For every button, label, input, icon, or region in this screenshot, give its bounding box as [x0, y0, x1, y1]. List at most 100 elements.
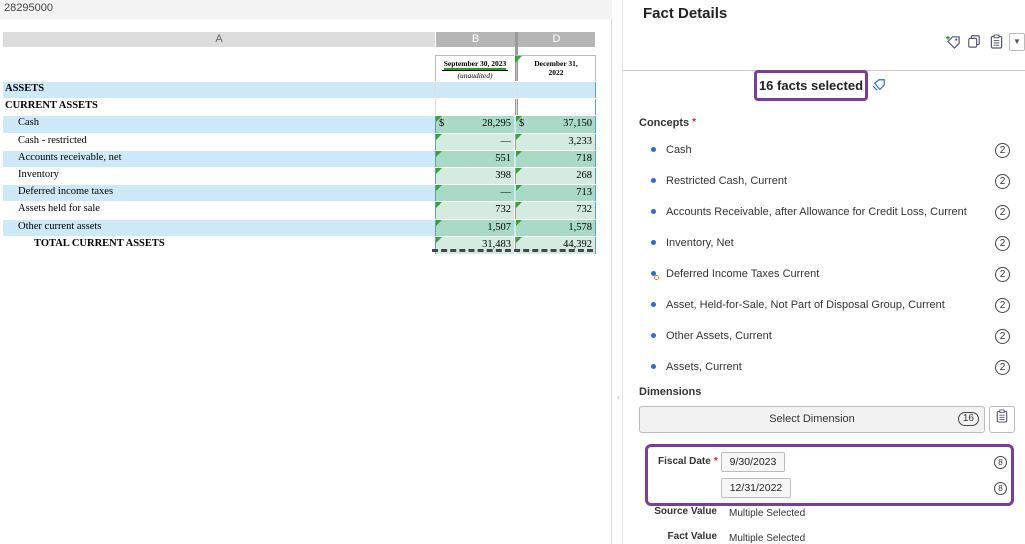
table-row: CURRENT ASSETS: [3, 98, 596, 117]
bullet-icon: [651, 364, 656, 369]
formula-bar[interactable]: [430, 0, 612, 19]
selection-marquee: [432, 249, 593, 252]
concept-item[interactable]: Cash 2: [651, 143, 1016, 160]
row-label[interactable]: Deferred income taxes: [18, 186, 114, 198]
concepts-heading-text: Concepts: [639, 117, 690, 129]
column-header-b[interactable]: B: [436, 32, 515, 47]
fiscal-date-chip[interactable]: 9/30/2023: [721, 452, 785, 472]
fact-flag-icon: [436, 167, 442, 174]
cell-b[interactable]: 398: [435, 167, 514, 185]
column-header-a[interactable]: A: [3, 32, 435, 47]
copy-icon[interactable]: [966, 34, 982, 50]
cell-d[interactable]: [516, 99, 596, 117]
fiscal-date-count: 8: [994, 456, 1007, 469]
pane-splitter[interactable]: [612, 0, 622, 544]
row-label[interactable]: Accounts receivable, net: [18, 151, 122, 163]
table-row: Assets held for sale 732 732: [3, 201, 596, 220]
concept-item[interactable]: Other Assets, Current 2: [651, 329, 1016, 346]
row-label[interactable]: ASSETS: [5, 83, 45, 94]
required-mark: *: [692, 117, 697, 128]
select-dimension-count: 16: [957, 412, 979, 426]
row-label[interactable]: TOTAL CURRENT ASSETS: [34, 237, 165, 249]
period-header-b[interactable]: September 30, 2023 (unaudited): [435, 55, 514, 81]
column-header-d[interactable]: D: [518, 32, 595, 47]
bullet-icon: [651, 147, 656, 152]
bullet-icon: [651, 209, 656, 214]
fact-flag-icon: [516, 116, 522, 123]
concept-count: 2: [995, 205, 1010, 220]
concept-item[interactable]: Inventory, Net 2: [651, 236, 1016, 253]
cell-value: 732: [495, 204, 511, 216]
table-row: Cash $28,295 $37,150: [3, 115, 596, 134]
clipboard-icon[interactable]: [988, 34, 1004, 50]
dimensions-heading: Dimensions: [639, 386, 702, 398]
table-row: ASSETS: [3, 81, 596, 99]
row-label[interactable]: Inventory: [18, 168, 59, 180]
cell-b[interactable]: —: [435, 133, 514, 151]
cell-d[interactable]: [516, 82, 596, 99]
concept-item[interactable]: Restricted Cash, Current 2: [651, 174, 1016, 191]
fact-flag-icon: [516, 219, 522, 226]
clipboard-icon[interactable]: [989, 406, 1015, 433]
cell-value: —: [500, 135, 512, 147]
facts-selected-text: 16 facts selected: [758, 78, 864, 93]
fact-flag-icon: [436, 185, 442, 192]
concept-name: Other Assets, Current: [666, 330, 772, 342]
cell-b[interactable]: $28,295: [435, 116, 514, 134]
fact-flag-icon: [516, 236, 522, 243]
cell-b[interactable]: 551: [435, 150, 514, 168]
cell-b[interactable]: [435, 82, 514, 99]
period-header-d[interactable]: December 31, 2022: [516, 55, 596, 81]
cell-value: 44,392: [563, 238, 592, 250]
fact-details-panel: Fact Details ▼ 16 facts selected Concept…: [622, 0, 1025, 544]
concept-count: 2: [995, 329, 1010, 344]
cell-d[interactable]: 732: [516, 202, 596, 220]
cell-d[interactable]: 718: [516, 150, 596, 168]
chevron-down-icon[interactable]: ▼: [1009, 33, 1025, 51]
concept-item[interactable]: Assets, Current 2: [651, 360, 1016, 377]
splitter-handle-icon[interactable]: ‹: [617, 392, 620, 402]
concept-name: Assets, Current: [666, 361, 742, 373]
bullet-icon: [651, 271, 656, 276]
cell-reference[interactable]: 28295000: [0, 0, 430, 19]
fact-flag-icon: [436, 202, 442, 209]
row-label[interactable]: Cash - restricted: [18, 134, 87, 146]
concept-item[interactable]: Deferred Income Taxes Current 2: [651, 267, 1016, 284]
row-label[interactable]: CURRENT ASSETS: [5, 100, 98, 112]
add-fact-icon[interactable]: [945, 34, 961, 50]
concept-name: Accounts Receivable, after Allowance for…: [666, 206, 967, 218]
cell-value: 37,150: [563, 118, 592, 130]
required-mark: *: [713, 456, 718, 467]
cell-value: 3,233: [568, 135, 592, 147]
cell-value: 713: [576, 187, 592, 199]
cell-b[interactable]: 1,507: [435, 219, 514, 237]
bullet-icon: [651, 178, 656, 183]
cell-value: 28,295: [482, 118, 511, 130]
fact-flag-icon: [516, 167, 522, 174]
extension-icon: [654, 275, 659, 280]
cell-d[interactable]: $37,150: [516, 116, 596, 134]
cell-d[interactable]: 3,233: [516, 133, 596, 151]
tag-icon[interactable]: [872, 78, 886, 95]
select-dimension-button[interactable]: Select Dimension 16: [639, 406, 985, 433]
concept-name: Asset, Held-for-Sale, Not Part of Dispos…: [666, 299, 945, 311]
cell-d[interactable]: 1,578: [516, 219, 596, 237]
concept-item[interactable]: Asset, Held-for-Sale, Not Part of Dispos…: [651, 298, 1016, 315]
concept-item[interactable]: Accounts Receivable, after Allowance for…: [651, 205, 1016, 222]
cell-d[interactable]: 713: [516, 185, 596, 203]
cell-b[interactable]: [435, 99, 514, 117]
cell-d[interactable]: 268: [516, 167, 596, 185]
period-d-line2: 2022: [548, 68, 564, 77]
fiscal-date-chip[interactable]: 12/31/2022: [721, 478, 791, 498]
fact-flag-icon: [436, 116, 442, 123]
cell-value: 1,507: [487, 221, 511, 233]
cell-b[interactable]: —: [435, 185, 514, 203]
cell-b[interactable]: 732: [435, 202, 514, 220]
concept-count: 2: [995, 143, 1010, 158]
fact-flag-icon: [436, 150, 442, 157]
row-label[interactable]: Assets held for sale: [18, 203, 100, 215]
row-label[interactable]: Cash: [18, 117, 39, 129]
source-value-label-text: Source Value: [654, 506, 717, 517]
source-value-text: Multiple Selected: [729, 508, 806, 519]
row-label[interactable]: Other current assets: [18, 220, 102, 232]
